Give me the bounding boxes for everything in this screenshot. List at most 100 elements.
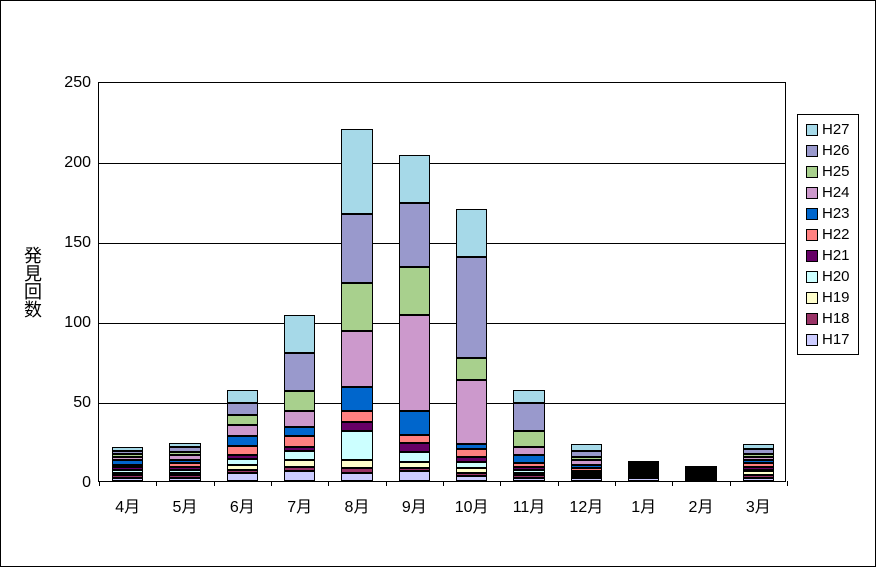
segment-H27	[399, 155, 431, 203]
segment-H19	[341, 460, 373, 468]
segment-H27	[628, 461, 660, 463]
legend-swatch	[806, 313, 818, 325]
legend-swatch	[806, 166, 818, 178]
segment-H20	[169, 470, 201, 473]
xtick-mark	[271, 481, 272, 486]
segment-H23	[456, 444, 488, 449]
gridline	[99, 323, 785, 324]
segment-H25	[571, 457, 603, 460]
legend-label: H24	[822, 184, 850, 201]
segment-H24	[227, 425, 259, 436]
legend-item-H21: H21	[806, 245, 850, 266]
segment-H20	[341, 431, 373, 460]
legend-item-H19: H19	[806, 287, 850, 308]
plot-area: 0501001502002504月5月6月7月8月9月10月11月12月1月2月…	[98, 82, 786, 482]
segment-H21	[169, 467, 201, 470]
segment-H19	[227, 465, 259, 470]
xtick-label: 10月	[455, 493, 489, 517]
legend-label: H27	[822, 121, 850, 138]
segment-H24	[169, 455, 201, 460]
xtick-mark	[443, 481, 444, 486]
segment-H26	[743, 449, 775, 454]
segment-H17	[112, 478, 144, 481]
segment-H18	[456, 473, 488, 476]
ytick-label: 0	[82, 474, 91, 492]
segment-H22	[513, 463, 545, 466]
segment-H24	[571, 460, 603, 465]
segment-H27	[341, 129, 373, 214]
segment-H24	[399, 315, 431, 411]
bar-8月	[341, 129, 373, 481]
legend-item-H18: H18	[806, 308, 850, 329]
segment-H19	[456, 468, 488, 473]
segment-H26	[456, 257, 488, 358]
segment-H21	[341, 422, 373, 432]
segment-H23	[284, 427, 316, 437]
segment-H22	[743, 463, 775, 466]
legend-label: H26	[822, 142, 850, 159]
segment-H18	[112, 475, 144, 478]
legend-label: H23	[822, 205, 850, 222]
segment-H27	[227, 390, 259, 403]
segment-H20	[227, 459, 259, 465]
segment-H24	[513, 447, 545, 455]
gridline	[99, 403, 785, 404]
segment-H24	[456, 380, 488, 444]
segment-H22	[341, 411, 373, 422]
segment-H22	[456, 449, 488, 457]
bar-9月	[399, 155, 431, 481]
xtick-label: 4月	[115, 493, 140, 517]
xtick-mark	[672, 481, 673, 486]
xtick-mark	[615, 481, 616, 486]
xtick-label: 12月	[569, 493, 603, 517]
segment-H23	[743, 460, 775, 463]
segment-H26	[227, 403, 259, 416]
legend-swatch	[806, 145, 818, 157]
segment-H17	[399, 471, 431, 481]
y-axis-label: 発見回数	[19, 246, 45, 318]
ytick-label: 100	[64, 314, 91, 332]
ytick-label: 200	[64, 154, 91, 172]
xtick-label: 5月	[173, 493, 198, 517]
segment-H18	[743, 475, 775, 478]
segment-H20	[284, 451, 316, 461]
xtick-label: 8月	[345, 493, 370, 517]
segment-H25	[399, 267, 431, 315]
segment-H20	[399, 452, 431, 462]
bar-3月	[743, 444, 775, 481]
legend-swatch	[806, 334, 818, 346]
segment-H26	[284, 353, 316, 391]
bar-10月	[456, 209, 488, 481]
segment-H17	[341, 473, 373, 481]
xtick-mark	[214, 481, 215, 486]
legend-swatch	[806, 229, 818, 241]
segment-H23	[169, 460, 201, 463]
xtick-label: 7月	[287, 493, 312, 517]
segment-H17	[169, 478, 201, 481]
segment-H27	[456, 209, 488, 257]
segment-H27	[284, 315, 316, 353]
legend-label: H25	[822, 163, 850, 180]
segment-H23	[399, 411, 431, 435]
legend-swatch	[806, 250, 818, 262]
xtick-label: 3月	[746, 493, 771, 517]
segment-H24	[743, 457, 775, 460]
xtick-mark	[500, 481, 501, 486]
segment-H21	[743, 467, 775, 470]
legend-label: H20	[822, 268, 850, 285]
segment-H18	[284, 467, 316, 472]
xtick-mark	[730, 481, 731, 486]
segment-H21	[399, 443, 431, 453]
segment-H25	[169, 452, 201, 455]
legend-swatch	[806, 292, 818, 304]
bar-1月	[628, 462, 660, 481]
bar-5月	[169, 443, 201, 481]
xtick-label: 11月	[513, 493, 546, 517]
segment-H23	[112, 460, 144, 465]
legend-item-H24: H24	[806, 182, 850, 203]
segment-H21	[112, 467, 144, 470]
xtick-label: 6月	[230, 493, 255, 517]
xtick-label: 1月	[631, 493, 656, 517]
segment-H25	[341, 283, 373, 331]
segment-H23	[341, 387, 373, 411]
